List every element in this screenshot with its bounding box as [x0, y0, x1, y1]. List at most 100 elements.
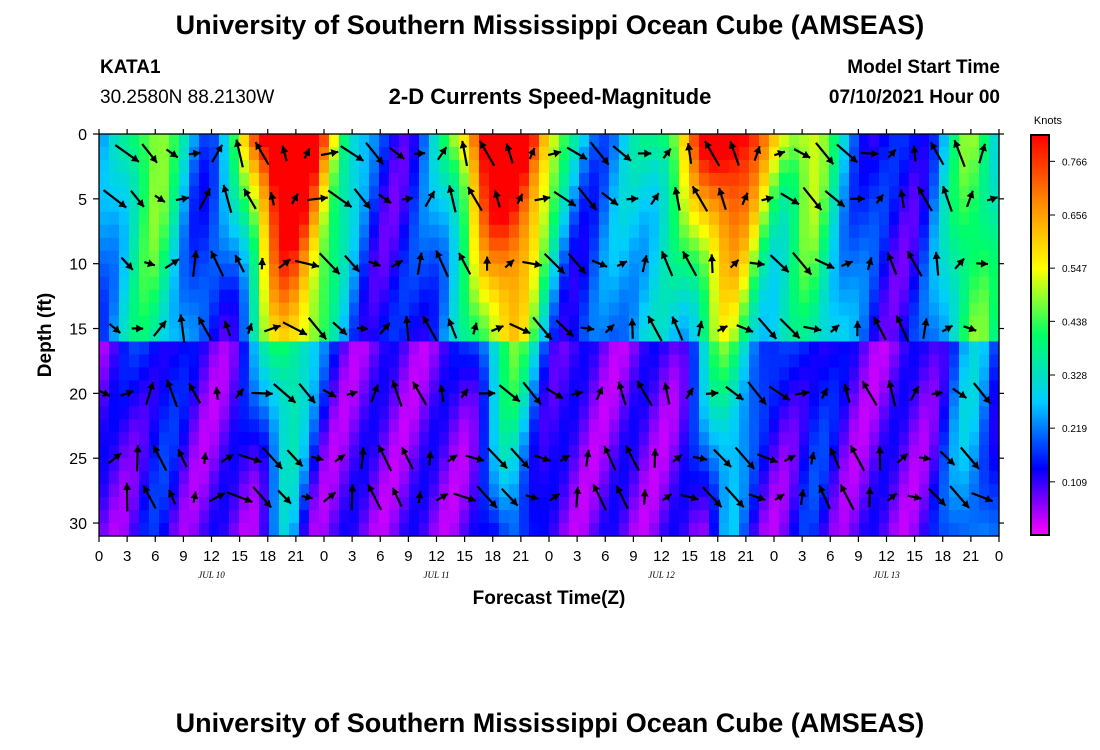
heatmap-cell [339, 523, 350, 537]
heatmap-cell [829, 172, 840, 187]
colorbar-tick-label: 0.547 [1062, 264, 1087, 275]
heatmap-cell [639, 523, 650, 537]
heatmap-cell [229, 354, 240, 369]
heatmap-cell [609, 224, 620, 239]
heatmap-cell [549, 263, 560, 278]
heatmap-cell [499, 237, 510, 252]
heatmap-cell [709, 237, 720, 252]
heatmap-cell [269, 185, 280, 200]
heatmap-cell [799, 341, 810, 356]
heatmap-cell [789, 341, 800, 356]
heatmap-cell [309, 159, 320, 174]
heatmap-cell [99, 432, 110, 446]
heatmap-cell [379, 276, 390, 291]
current-arrow-head [343, 199, 352, 208]
heatmap-cell [969, 406, 980, 420]
heatmap-cell [229, 419, 240, 433]
heatmap-cell [179, 471, 190, 485]
heatmap-cell [959, 211, 970, 226]
heatmap-cell [269, 419, 280, 433]
heatmap-cell [419, 458, 430, 472]
current-arrow-head [588, 202, 597, 210]
heatmap-cell [929, 185, 940, 200]
heatmap-cell [299, 159, 310, 174]
current-arrow-head [489, 499, 497, 508]
current-arrow-head [355, 153, 364, 161]
heatmap-cell [759, 341, 770, 356]
heatmap-cell [759, 380, 770, 394]
heatmap-cell [879, 523, 890, 537]
heatmap-cell [499, 445, 510, 459]
heatmap-cell [729, 380, 740, 394]
heatmap-cell [389, 497, 400, 511]
heatmap-cell [739, 302, 750, 317]
heatmap-cell [729, 354, 740, 369]
heatmap-cell [299, 471, 310, 485]
heatmap-cell [359, 328, 370, 343]
heatmap-cell [819, 380, 830, 394]
heatmap-cell [719, 432, 730, 446]
heatmap-cell [989, 185, 1000, 200]
heatmap-cell [669, 250, 680, 265]
heatmap-cell [299, 484, 310, 498]
heatmap-cell [629, 302, 640, 317]
heatmap-cell [129, 432, 140, 446]
heatmap-cell [479, 263, 490, 278]
heatmap-cell [239, 134, 250, 148]
heatmap-cell [289, 354, 300, 369]
heatmap-cell [299, 354, 310, 369]
heatmap-cell [659, 224, 670, 239]
heatmap-cell [339, 406, 350, 420]
heatmap-cell [609, 172, 620, 187]
heatmap-cell [719, 134, 730, 148]
heatmap-cell [489, 159, 500, 174]
heatmap-cell [889, 185, 900, 200]
heatmap-cell [959, 419, 970, 433]
heatmap-cell [859, 328, 870, 343]
current-arrow-head [349, 389, 358, 398]
heatmap-cell [299, 419, 310, 433]
heatmap-cell [729, 406, 740, 420]
heatmap-cell [839, 302, 850, 317]
heatmap-cell [459, 172, 470, 187]
heatmap-cell [529, 159, 540, 174]
current-arrow-head [865, 257, 874, 266]
heatmap-cell [109, 276, 120, 291]
heatmap-cell [709, 289, 720, 304]
current-arrow-head [268, 192, 277, 201]
current-arrow-head [396, 151, 405, 160]
heatmap-cell [869, 159, 880, 174]
heatmap-cell [629, 289, 640, 304]
heatmap-cell [179, 211, 190, 226]
heatmap-cell [779, 497, 790, 511]
heatmap-cell [249, 263, 260, 278]
heatmap-cell [179, 354, 190, 369]
x-tick-label: 0 [320, 548, 328, 565]
heatmap-cell [169, 237, 180, 252]
heatmap-cell [629, 134, 640, 148]
current-arrow-head [483, 256, 492, 264]
current-arrow-head [728, 141, 737, 150]
heatmap-cell [939, 263, 950, 278]
heatmap-cell [669, 380, 680, 394]
heatmap-cell [519, 237, 530, 252]
heatmap-cell [739, 250, 750, 265]
heatmap-cell [969, 471, 980, 485]
heatmap-cell [229, 393, 240, 407]
heatmap-cell [559, 484, 570, 498]
heatmap-cell [219, 367, 230, 381]
heatmap-cell [869, 354, 880, 369]
heatmap-cell [859, 237, 870, 252]
colorbar-tick-label: 0.656 [1062, 211, 1087, 222]
heatmap-cell [609, 302, 620, 317]
heatmap-cell [549, 211, 560, 226]
heatmap-cell [649, 380, 660, 394]
heatmap-cell [529, 328, 540, 343]
heatmap-cell [669, 276, 680, 291]
current-arrow-head [447, 318, 455, 327]
heatmap-cell [799, 523, 810, 537]
heatmap-cell [719, 289, 730, 304]
heatmap-cell [949, 237, 960, 252]
heatmap-cell [139, 263, 150, 278]
current-arrow-head [787, 455, 796, 463]
